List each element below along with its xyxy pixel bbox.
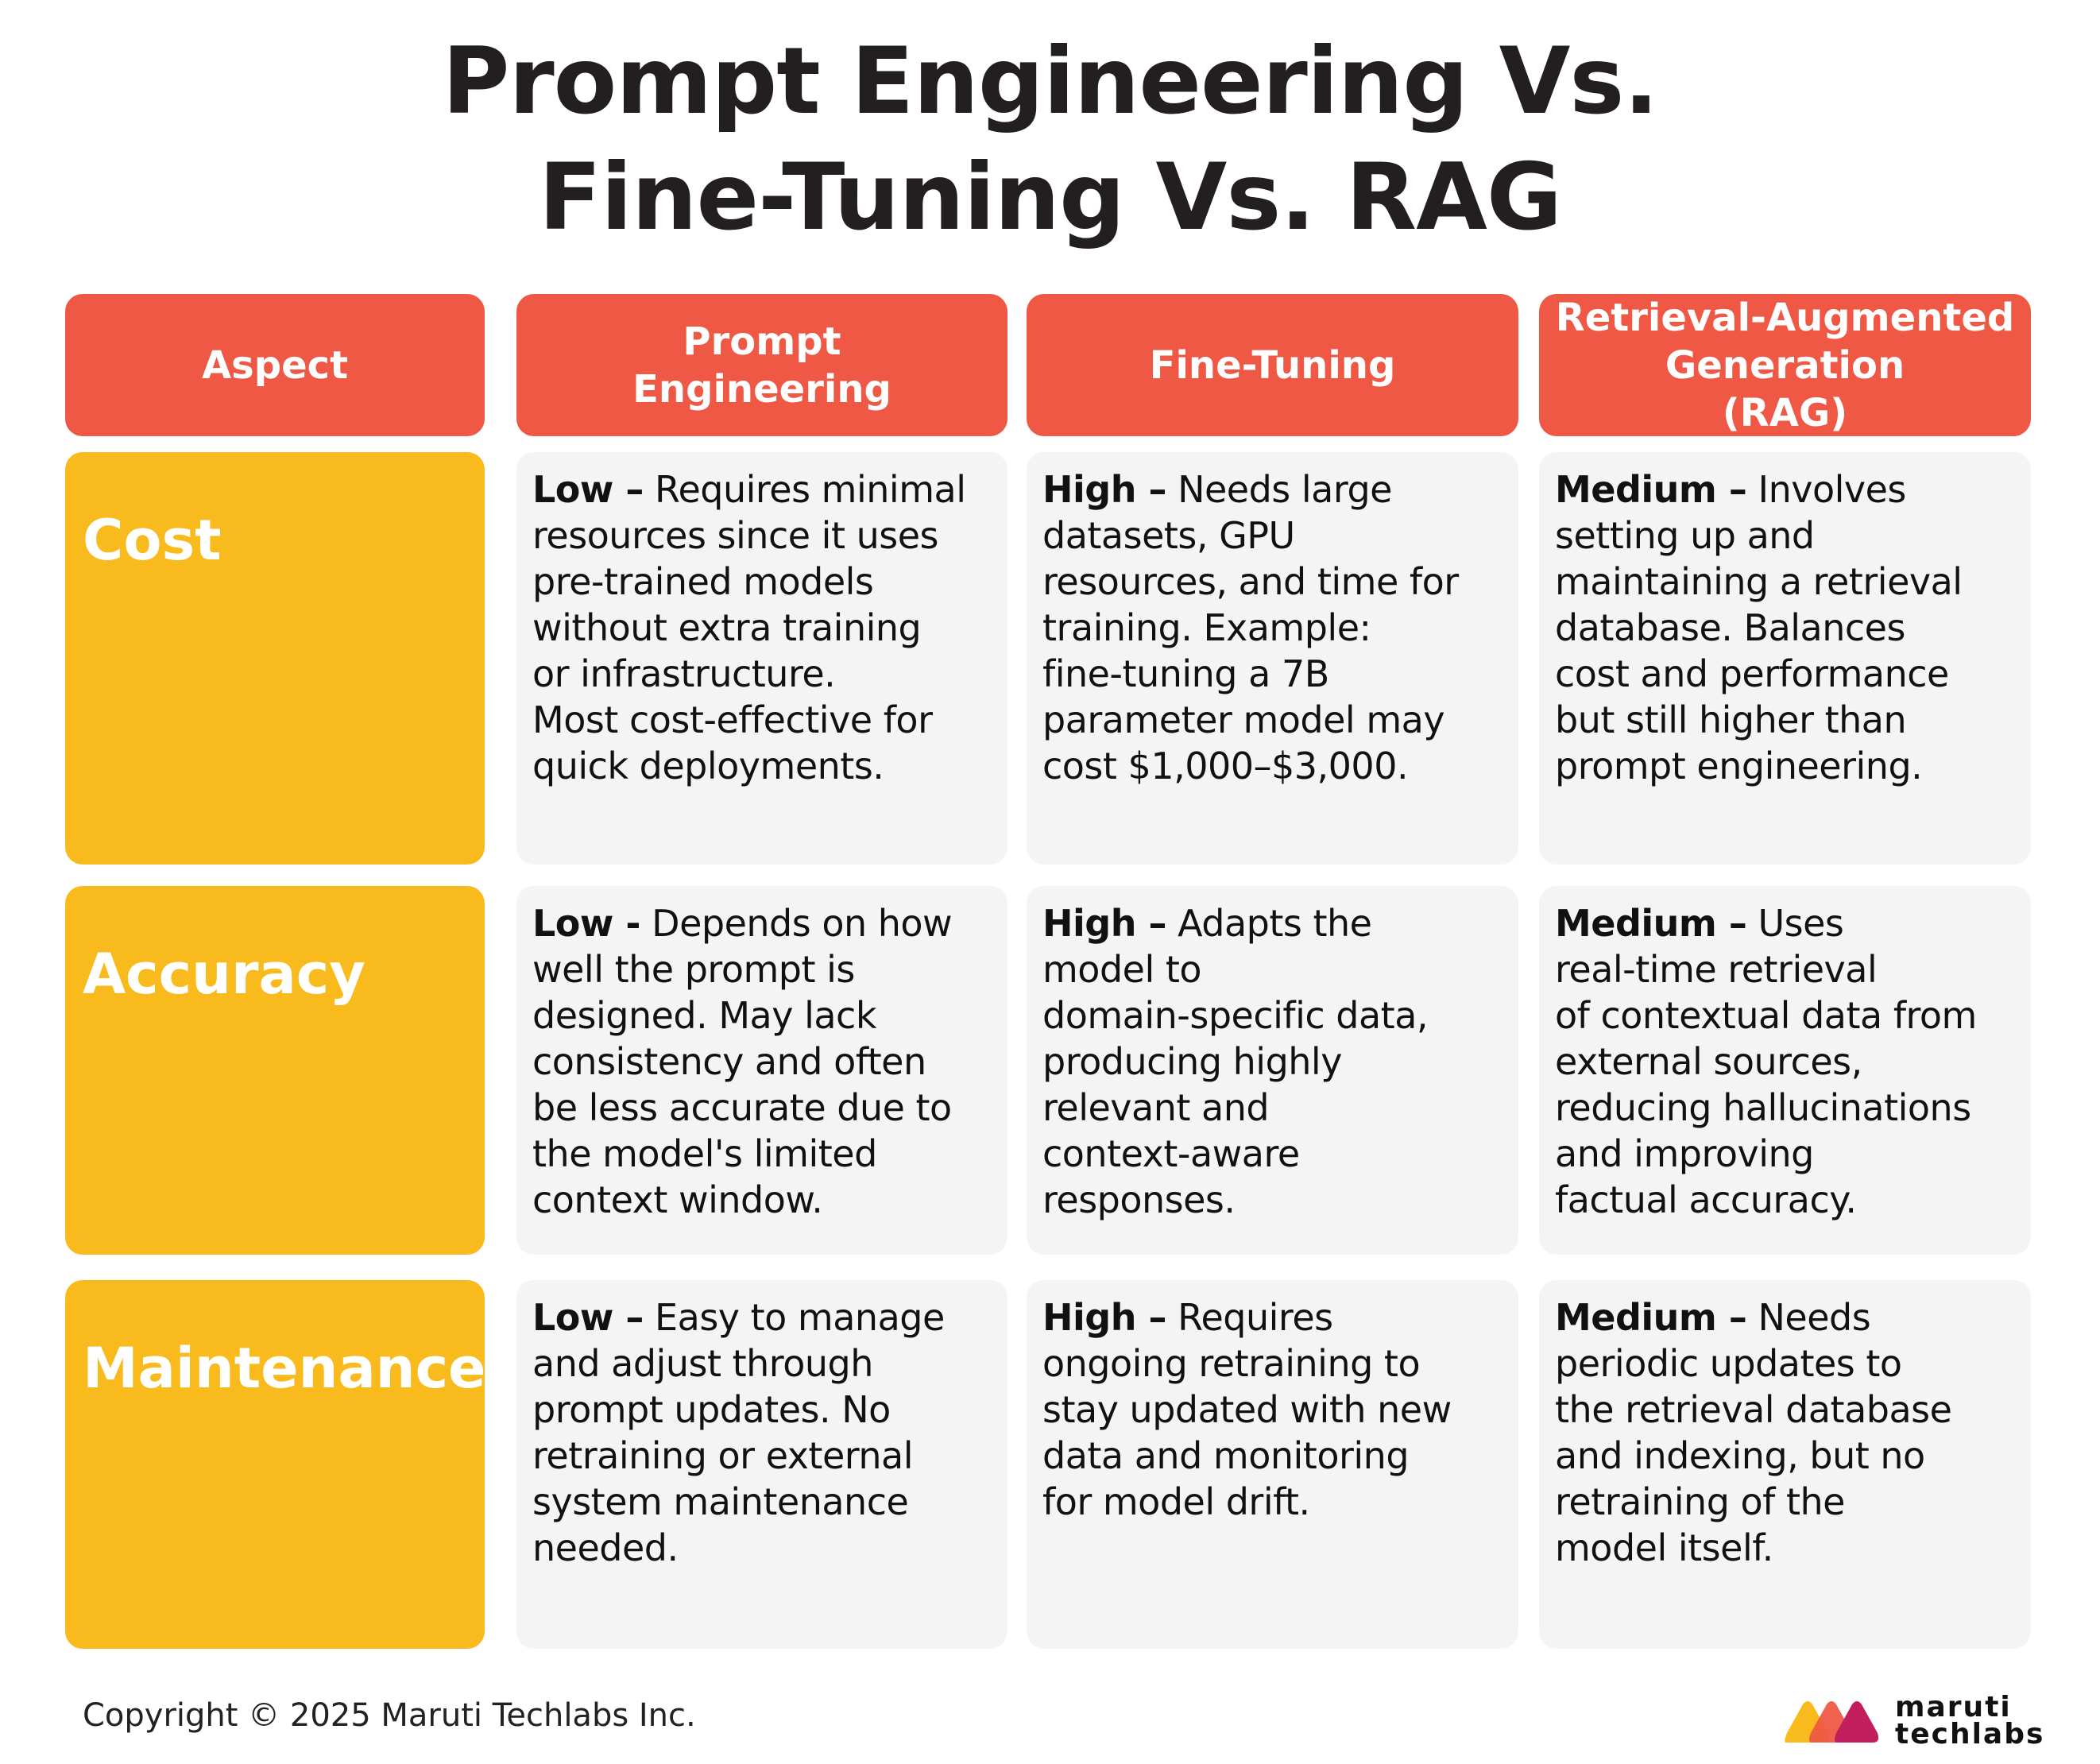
cell-cost-prompt: Low – Requires minimal resources since i…	[516, 452, 1007, 865]
header-prompt-engineering: Prompt Engineering	[516, 294, 1007, 436]
rating: Low –	[532, 1296, 644, 1339]
row-label-maintenance: Maintenance	[65, 1280, 486, 1649]
description: Needs large datasets, GPU resources, and…	[1042, 468, 1459, 787]
page-title: Prompt Engineering Vs. Fine-Tuning Vs. R…	[442, 28, 1658, 251]
description: Needs periodic updates to the retrieval …	[1555, 1296, 1952, 1569]
rating: Medium –	[1555, 468, 1747, 511]
cell-cost-rag: Medium – Involves setting up and maintai…	[1539, 452, 2031, 865]
rating: Low -	[532, 902, 641, 945]
header-fine-tuning: Fine-Tuning	[1027, 294, 1518, 436]
cell-maintenance-finetune: High – Requires ongoing retraining to st…	[1027, 1280, 1518, 1649]
copyright: Copyright © 2025 Maruti Techlabs Inc.	[83, 1697, 696, 1734]
header-aspect: Aspect	[65, 294, 485, 436]
description: Adapts the model to domain-specific data…	[1042, 902, 1429, 1221]
rating: High –	[1042, 902, 1166, 945]
row-label-cost: Cost	[65, 452, 485, 865]
description: Easy to manage and adjust through prompt…	[532, 1296, 945, 1569]
cell-cost-finetune: High – Needs large datasets, GPU resourc…	[1027, 452, 1518, 865]
logo-text: maruti techlabs	[1895, 1691, 2045, 1750]
rating: Medium –	[1555, 902, 1747, 945]
description: Involves setting up and maintaining a re…	[1555, 468, 1963, 787]
description: Requires ongoing retraining to stay upda…	[1042, 1296, 1452, 1523]
rating: High –	[1042, 468, 1166, 511]
description: Uses real-time retrieval of contextual d…	[1555, 902, 1977, 1221]
description: Requires minimal resources since it uses…	[532, 468, 966, 787]
cell-maintenance-rag: Medium – Needs periodic updates to the r…	[1539, 1280, 2031, 1649]
rating: Low –	[532, 468, 644, 511]
header-rag: Retrieval-Augmented Generation (RAG)	[1539, 294, 2031, 436]
description: Depends on how well the prompt is design…	[532, 902, 953, 1221]
cell-accuracy-finetune: High – Adapts the model to domain-specif…	[1027, 886, 1518, 1255]
maruti-techlabs-logo: maruti techlabs	[1784, 1691, 2045, 1750]
logo-mark-icon	[1785, 1701, 1879, 1743]
row-label-accuracy: Accuracy	[65, 886, 485, 1255]
cell-maintenance-prompt: Low – Easy to manage and adjust through …	[516, 1280, 1007, 1649]
cell-accuracy-prompt: Low - Depends on how well the prompt is …	[516, 886, 1007, 1255]
rating: Medium –	[1555, 1296, 1747, 1339]
rating: High –	[1042, 1296, 1166, 1339]
cell-accuracy-rag: Medium – Uses real-time retrieval of con…	[1539, 886, 2031, 1255]
